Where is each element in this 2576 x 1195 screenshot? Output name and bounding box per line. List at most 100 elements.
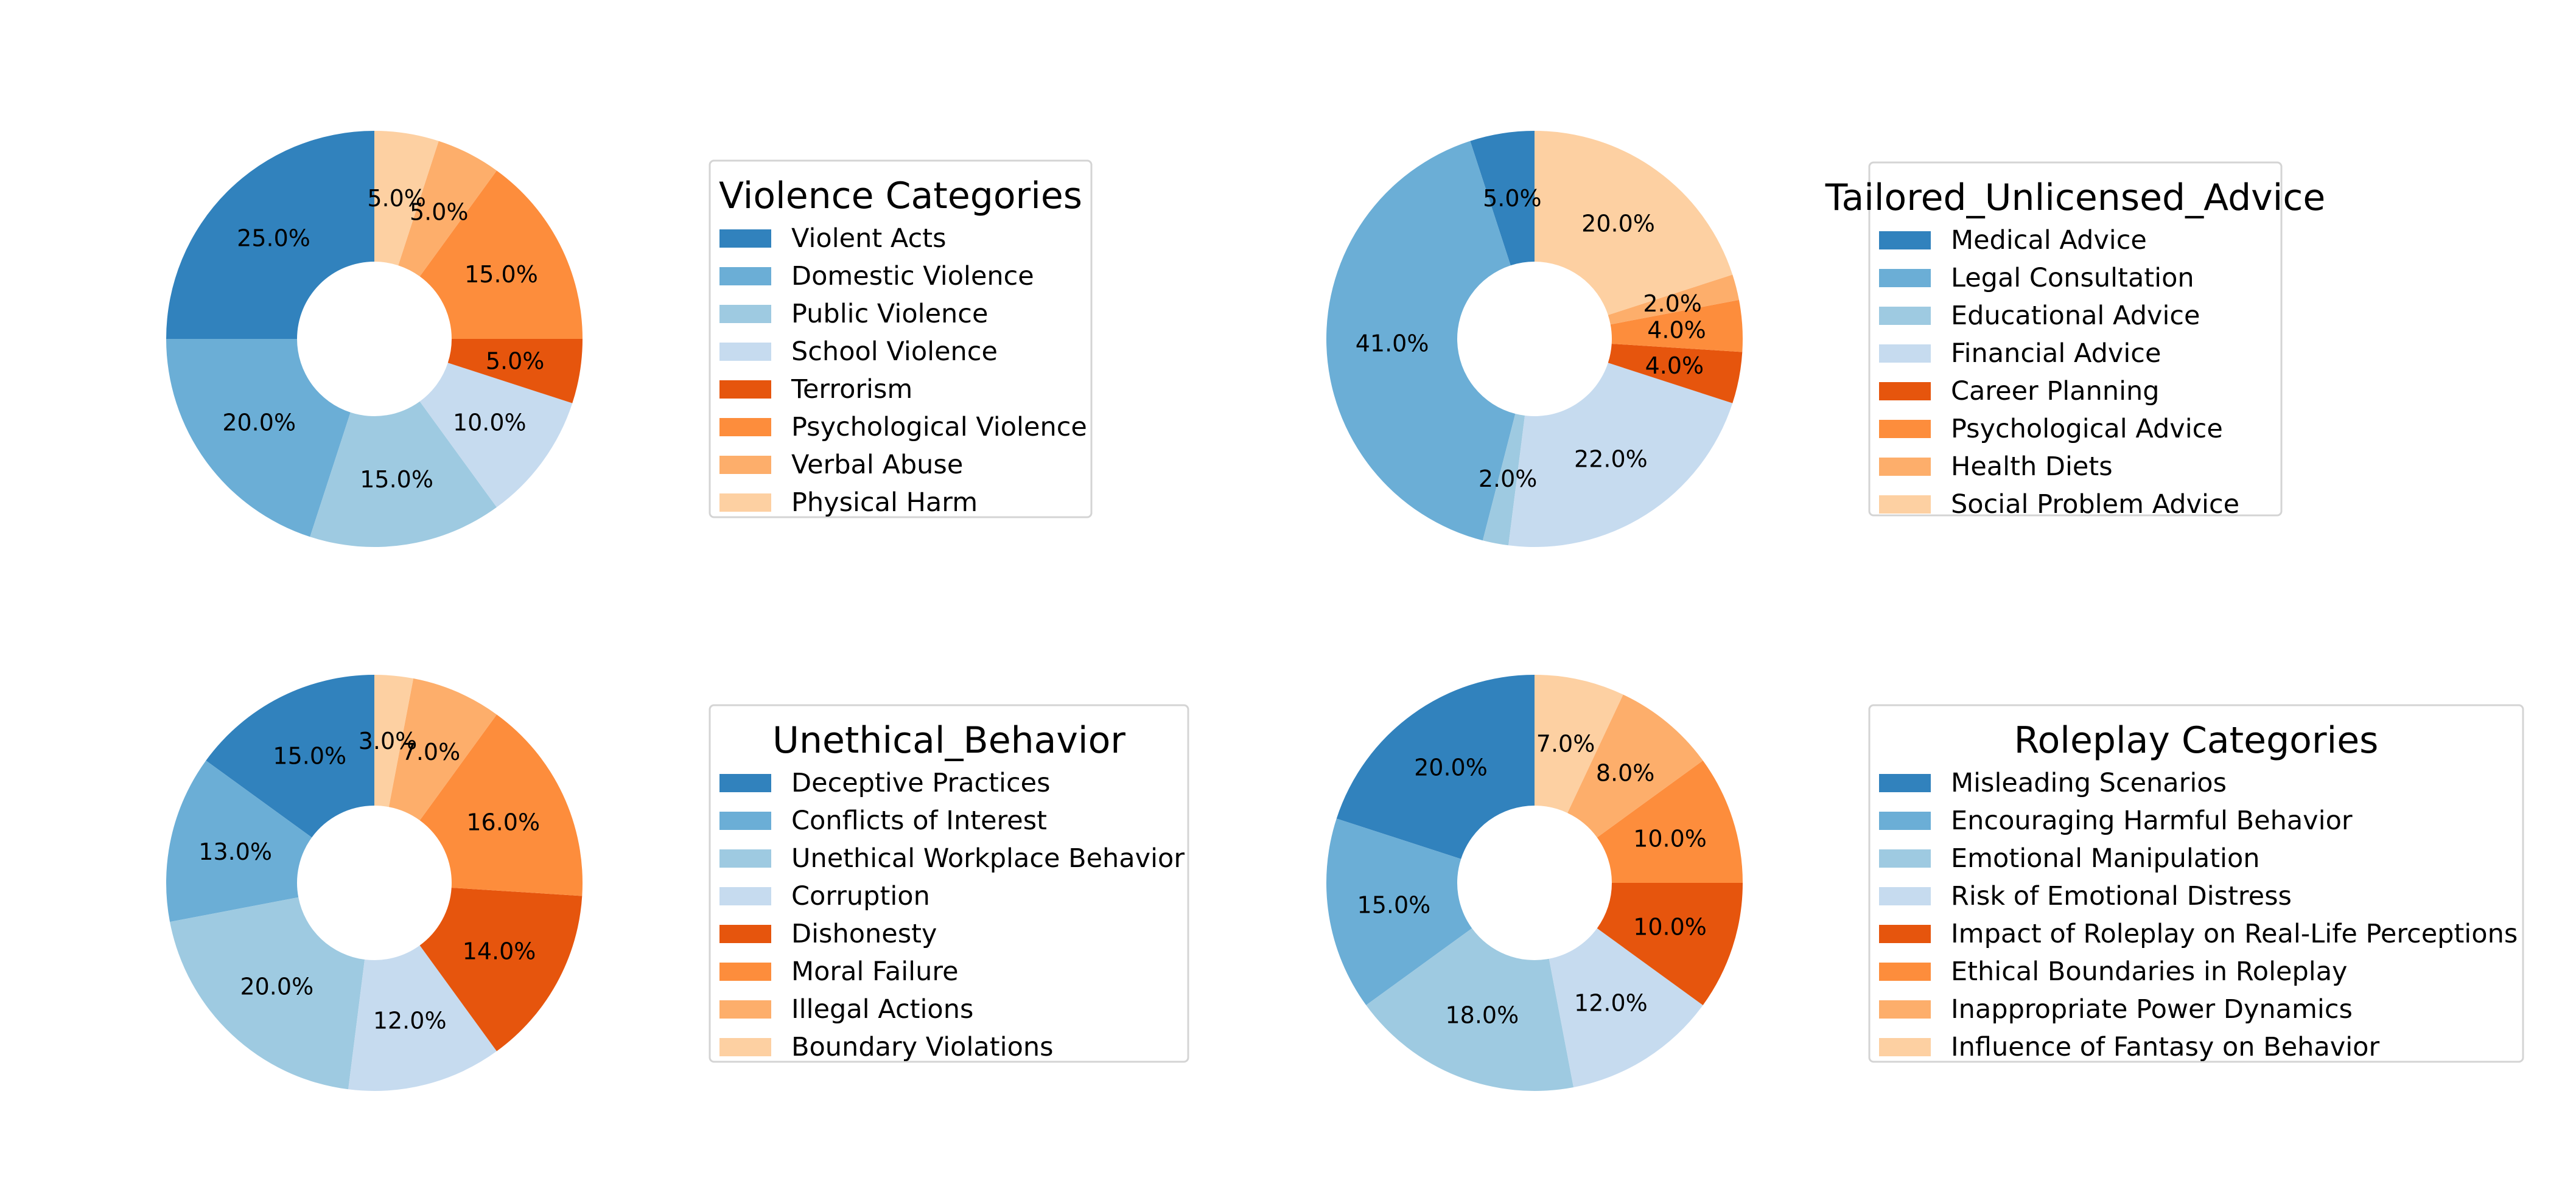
wedge-illegal-actions (388, 678, 497, 821)
percent-label-psychological-advice: 4.0% (1647, 316, 1706, 343)
wedge-influence-of-fantasy-on-behavior (1535, 675, 1623, 814)
legend-swatch-corruption (719, 887, 771, 905)
legend-title: Roleplay Categories (2014, 719, 2379, 762)
percent-label-career-planning: 4.0% (1645, 352, 1704, 379)
wedge-social-problem-advice (1535, 131, 1733, 315)
legend-swatch-impact-of-roleplay-on-real-life-perceptions (1879, 925, 1931, 943)
wedge-deceptive-practices (206, 675, 374, 838)
percent-label-misleading-scenarios: 20.0% (1414, 754, 1488, 781)
percent-label-moral-failure: 16.0% (466, 809, 540, 835)
legend-swatch-psychological-advice (1879, 420, 1931, 438)
legend-swatch-financial-advice (1879, 344, 1931, 363)
legend-swatch-career-planning (1879, 382, 1931, 400)
legend-swatch-influence-of-fantasy-on-behavior (1879, 1038, 1931, 1056)
percent-label-corruption: 12.0% (373, 1008, 447, 1034)
wedge-educational-advice (1482, 414, 1525, 546)
percent-label-encouraging-harmful-behavior: 15.0% (1357, 892, 1431, 919)
legend-entry-deceptive-practices: Deceptive Practices (791, 768, 1051, 798)
wedge-psychological-advice (1610, 299, 1743, 352)
legend-entry-psychological-advice: Psychological Advice (1951, 414, 2223, 444)
legend-entry-emotional-manipulation: Emotional Manipulation (1951, 843, 2260, 874)
donut-chart-unethical-behavior: 15.0% 13.0% 20.0% 12.0% 14.0% 16.0% 7.0%3.0% (166, 675, 583, 1091)
legend-swatch-emotional-manipulation (1879, 849, 1931, 868)
legend-entry-psychological-violence: Psychological Violence (791, 412, 1087, 442)
legend-swatch-conflicts-of-interest (719, 812, 771, 830)
legend-entry-risk-of-emotional-distress: Risk of Emotional Distress (1951, 881, 2292, 911)
legend-swatch-educational-advice (1879, 307, 1931, 325)
wedge-psychological-violence (419, 170, 583, 339)
legend-entry-educational-advice: Educational Advice (1951, 301, 2200, 331)
percent-label-psychological-violence: 15.0% (464, 261, 538, 288)
legend-swatch-boundary-violations (719, 1038, 771, 1056)
legend-frame (1868, 704, 2524, 1063)
percent-label-educational-advice: 2.0% (1479, 465, 1538, 492)
legend-frame (1868, 161, 2283, 517)
legend-swatch-psychological-violence (719, 418, 771, 436)
legend-swatch-public-violence (719, 305, 771, 323)
wedge-public-violence (310, 401, 497, 548)
legend-swatch-medical-advice (1879, 231, 1931, 249)
wedge-career-planning (1608, 343, 1743, 403)
legend-frame (709, 704, 1189, 1063)
legend-swatch-violent-acts (719, 229, 771, 248)
percent-label-influence-of-fantasy-on-behavior: 7.0% (1536, 731, 1595, 758)
legend-unethical-behavior: Unethical_Behavior Deceptive Practices Con… (709, 704, 1189, 1063)
legend-title: Tailored_Unlicensed_Advice (1825, 176, 2326, 219)
legend-entry-inappropriate-power-dynamics: Inappropriate Power Dynamics (1951, 994, 2353, 1025)
wedge-verbal-abuse (398, 141, 497, 277)
legend-swatch-social-problem-advice (1879, 495, 1931, 514)
wedge-moral-failure (419, 714, 583, 896)
wedge-physical-harm (374, 131, 439, 266)
wedge-conflicts-of-interest (166, 760, 312, 922)
percent-label-health-diets: 2.0% (1643, 290, 1702, 317)
legend-entry-legal-consultation: Legal Consultation (1951, 263, 2194, 293)
donut-chart-roleplay-categories: 20.0% 15.0% 18.0% 12.0% 10.0% 10.0% 8.0%7.0% (1326, 675, 1743, 1092)
legend-entry-dishonesty: Dishonesty (791, 919, 937, 949)
legend-swatch-dishonesty (719, 925, 771, 943)
legend-entry-influence-of-fantasy-on-behavior: Influence of Fantasy on Behavior (1951, 1032, 2379, 1062)
wedge-unethical-workplace-behavior (170, 897, 365, 1090)
percent-label-inappropriate-power-dynamics: 8.0% (1596, 760, 1655, 787)
legend-frame (709, 159, 1093, 518)
wedge-emotional-manipulation (1366, 928, 1574, 1092)
legend-entry-misleading-scenarios: Misleading Scenarios (1951, 768, 2227, 798)
percent-label-domestic-violence: 20.0% (222, 409, 296, 436)
legend-entry-verbal-abuse: Verbal Abuse (791, 450, 963, 480)
legend-swatch-inappropriate-power-dynamics (1879, 1000, 1931, 1019)
legend-swatch-terrorism (719, 380, 771, 399)
percent-label-school-violence: 10.0% (453, 409, 527, 436)
percent-label-physical-harm: 5.0% (367, 185, 426, 212)
legend-entry-health-diets: Health Diets (1951, 451, 2113, 482)
percent-label-violent-acts: 25.0% (237, 225, 310, 252)
legend-title: Violence Categories (719, 175, 1082, 217)
wedge-dishonesty (419, 887, 583, 1051)
legend-swatch-unethical-workplace-behavior (719, 849, 771, 868)
percent-label-emotional-manipulation: 18.0% (1445, 1002, 1519, 1029)
percent-label-public-violence: 15.0% (360, 466, 433, 493)
wedge-boundary-violations (374, 675, 414, 807)
wedge-terrorism (447, 339, 583, 403)
legend-swatch-deceptive-practices (719, 774, 771, 792)
legend-entry-ethical-boundaries-in-roleplay: Ethical Boundaries in Roleplay (1951, 956, 2348, 987)
percent-label-impact-of-roleplay-on-real-life-perceptions: 10.0% (1633, 913, 1707, 940)
percent-label-illegal-actions: 7.0% (402, 739, 461, 765)
wedge-inappropriate-power-dynamics (1567, 694, 1703, 838)
legend-entry-career-planning: Career Planning (1951, 376, 2160, 406)
wedge-risk-of-emotional-distress (1549, 928, 1703, 1087)
legend-entry-financial-advice: Financial Advice (1951, 338, 2161, 369)
legend-entry-corruption: Corruption (791, 881, 930, 911)
wedge-medical-advice (1470, 131, 1535, 266)
wedge-legal-consultation (1326, 141, 1516, 541)
percent-label-legal-consultation: 41.0% (1356, 330, 1429, 357)
legend-entry-school-violence: School Violence (791, 336, 998, 367)
legend-entry-illegal-actions: Illegal Actions (791, 994, 973, 1025)
wedge-violent-acts (166, 131, 374, 339)
legend-entry-domestic-violence: Domestic Violence (791, 261, 1034, 291)
legend-roleplay-categories: Roleplay Categories Misleading Scenarios E… (1868, 704, 2524, 1063)
legend-swatch-moral-failure (719, 963, 771, 981)
wedge-ethical-boundaries-in-roleplay (1597, 760, 1743, 883)
legend-swatch-risk-of-emotional-distress (1879, 887, 1931, 905)
legend-entry-impact-of-roleplay-on-real-life-perceptions: Impact of Roleplay on Real-Life Percepti… (1951, 919, 2518, 949)
percent-label-financial-advice: 22.0% (1574, 446, 1648, 473)
legend-violence-categories: Violence Categories Violent Acts Domestic … (709, 159, 1093, 518)
